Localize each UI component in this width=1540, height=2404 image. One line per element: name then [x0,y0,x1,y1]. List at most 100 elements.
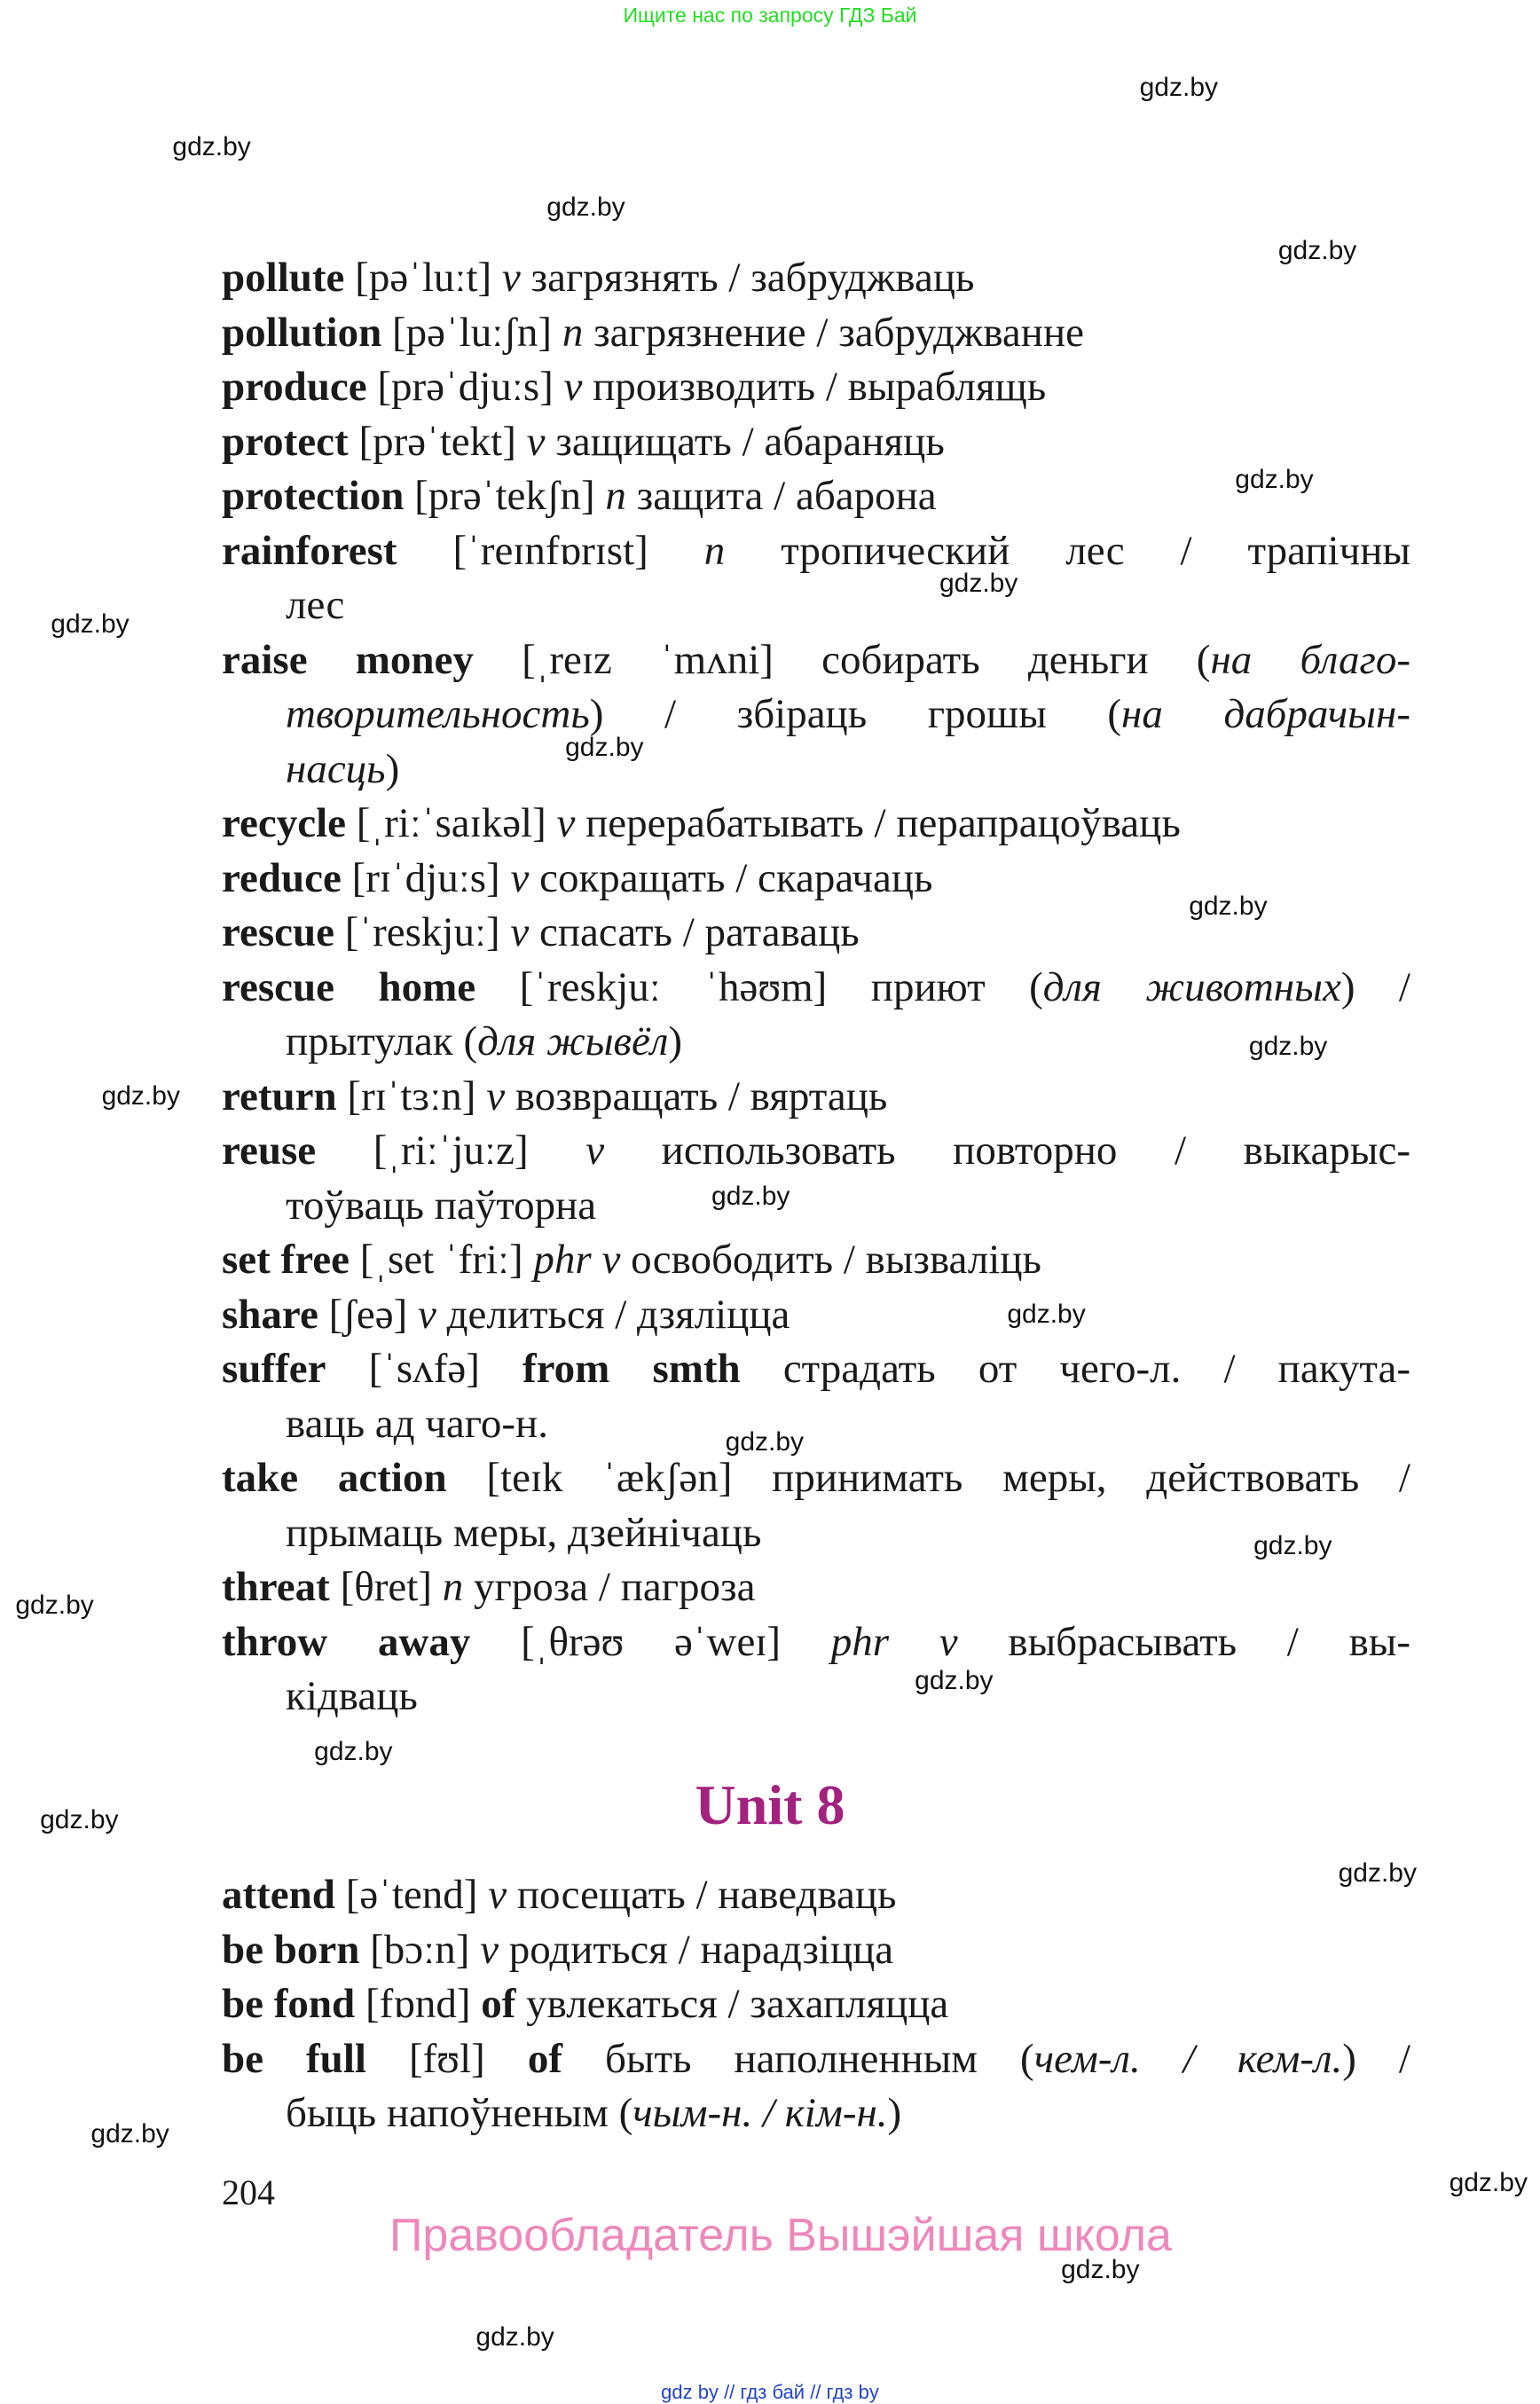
entry-text: угроза / пагроза [463,1564,756,1610]
headword: rescue [222,909,335,955]
dictionary-entry: be born [bɔːn] v родиться / нарадзіцца [222,1923,1410,1978]
entry-line: be fond [fɒnd] of увлекаться / захапляцц… [222,1977,1410,2032]
entry-text: увлекаться / захапляцца [515,1981,949,2027]
entry-text: [ˌθrəʊ əˈweɪ] [470,1618,831,1665]
entry-line: rainforest [ˈreɪnfɒrɪst] n тропический л… [222,524,1410,579]
headword: attend [222,1872,335,1918]
entry-text: [ˌreɪz ˈmʌni] собирать деньги ( [473,636,1211,683]
dictionary-entry: rescue home [ˈreskjuː ˈhəʊm] приют (для … [222,961,1410,1070]
watermark: gdz.by [172,132,251,162]
headword: threat [222,1564,330,1610]
entry-continuation-line: творительность) / збіраць грошы (на дабр… [222,687,1410,742]
entry-text: прытулак ( [286,1018,478,1065]
entry-continuation-line: прымаць меры, дзейнічаць [222,1506,1410,1561]
entry-text: [əˈtend] [334,1872,489,1918]
entry-line: pollute [pəˈluːt] v загрязнять / забрудж… [222,251,1410,306]
headword: throw away [222,1618,471,1665]
headword: protect [222,418,349,465]
entry-continuation-line: тоўваць паўторна [222,1179,1410,1234]
watermark: gdz.by [1449,2168,1528,2198]
dictionary-entry: be fond [fɒnd] of увлекаться / захапляцц… [222,1977,1410,2032]
entry-line: set free [ˌset ˈfriː] phr v освободить /… [222,1233,1410,1288]
entry-text: кідваць [286,1673,418,1719]
dictionary-entry: reuse [ˌriːˈjuːz] v использовать повторн… [222,1124,1410,1233]
watermark: gdz.by [90,2118,169,2149]
italic-note: v [556,800,576,846]
watermark: gdz.by [565,733,644,763]
entry-text: ) / збіраць грошы ( [589,691,1122,737]
italic-note: v [418,1291,436,1338]
italic-note: творительность [286,691,590,737]
vocabulary-list-unit-7: pollute [pəˈluːt] v загрязнять / забрудж… [222,251,1410,1724]
entry-line: rescue home [ˈreskjuː ˈhəʊm] приют (для … [222,961,1410,1016]
watermark: gdz.by [1235,465,1314,495]
entry-text: [prəˈtekt] [348,418,527,465]
entry-line: produce [prəˈdjuːs] v производить / выра… [222,360,1410,415]
headword: return [222,1072,337,1120]
watermark: gdz.by [51,609,130,640]
dictionary-entry: be full [fʊl] of быть наполненным (чем-л… [222,2032,1410,2141]
headword: suffer [222,1346,326,1392]
dictionary-entry: rescue [ˈreskjuː] v спасать / ратаваць [222,906,1410,961]
italic-note: n [605,473,626,519]
italic-note: v [501,255,521,301]
watermark: gdz.by [40,1804,119,1834]
watermark: gdz.by [1061,2254,1140,2284]
entry-continuation-line: лес [222,578,1410,633]
footer-links[interactable]: gdz by // гдз бай // гдз by [661,2381,879,2403]
entry-text: [ˈreskjuː ˈhəʊm] приют ( [475,963,1043,1010]
entry-text: [prəˈtekʃn] [404,473,606,519]
watermark: gdz.by [1007,1300,1086,1330]
italic-note: на дабрачын- [1121,691,1410,737]
headword: of [527,2035,562,2082]
italic-note: v [563,364,583,410]
italic-note: v [510,854,530,901]
entry-text: [bɔːn] [359,1926,481,1973]
entry-text: производить / выраблящь [582,364,1047,410]
dictionary-entry: produce [prəˈdjuːs] v производить / выра… [222,360,1410,415]
entry-line: be born [bɔːn] v родиться / нарадзіцца [222,1923,1410,1978]
dictionary-entry: return [rɪˈtɜːn] v возвращать / вяртаць [222,1070,1410,1125]
entry-text: освободить / вызваліць [620,1237,1041,1283]
watermark: gdz.by [1338,1858,1417,1889]
entry-text: родиться / нарадзіцца [499,1926,894,1973]
headword: reduce [222,854,342,901]
entry-text: [ˈsʌfə] [326,1346,522,1392]
italic-note: n [562,309,584,356]
italic-note: n [703,527,726,574]
entry-line: recycle [ˌriːˈsaɪkəl] v перерабатывать /… [222,797,1410,852]
entry-text: загрязнение / забруджванне [583,309,1084,356]
headword: be fond [222,1981,356,2027]
entry-text: спасать / ратаваць [529,909,860,955]
entry-text: перерабатывать / перапрацоўваць [575,800,1181,846]
entry-text: [rɪˈtɜːn] [336,1072,487,1120]
italic-note: для жывёл [477,1018,669,1065]
italic-note: чым-н. / кім-н. [632,2090,888,2136]
entry-line: be full [fʊl] of быть наполненным (чем-л… [222,2032,1410,2087]
italic-note: phr v [830,1618,958,1665]
watermark: gdz.by [101,1080,180,1111]
headword: be full [222,2035,366,2082]
dictionary-entry: recycle [ˌriːˈsaɪkəl] v перерабатывать /… [222,797,1410,852]
entry-line: throw away [ˌθrəʊ əˈweɪ] phr v выбрасыва… [222,1615,1410,1670]
dictionary-entry: protect [prəˈtekt] v защищать / абараняц… [222,415,1410,470]
entry-line: pollution [pəˈluːʃn] n загрязнение / заб… [222,306,1410,361]
dictionary-entry: throw away [ˌθrəʊ əˈweɪ] phr v выбрасыва… [222,1615,1410,1724]
entry-text: ваць ад чаго-н. [286,1400,548,1447]
entry-text: [ˈreskjuː] [334,909,511,955]
entry-text: защита / абарона [625,473,937,519]
headword: share [222,1291,318,1338]
headword: reuse [222,1127,317,1174]
headword: set free [222,1237,350,1283]
watermark: gdz.by [725,1427,805,1457]
headword: protection [222,473,405,519]
italic-note: на благо- [1210,636,1410,683]
entry-text: [pəˈluːt] [344,255,502,301]
entry-continuation-line: быць напоўненым (чым-н. / кім-н.) [222,2086,1410,2141]
headword: recycle [222,800,347,846]
entry-text: выбрасывать / вы- [957,1618,1410,1665]
dictionary-entry: pollute [pəˈluːt] v загрязнять / забрудж… [222,251,1410,306]
entry-line: take action [teɪk ˈækʃən] принимать меры… [222,1451,1410,1506]
dictionary-entry: pollution [pəˈluːʃn] n загрязнение / заб… [222,306,1410,361]
watermark: gdz.by [1253,1530,1332,1560]
